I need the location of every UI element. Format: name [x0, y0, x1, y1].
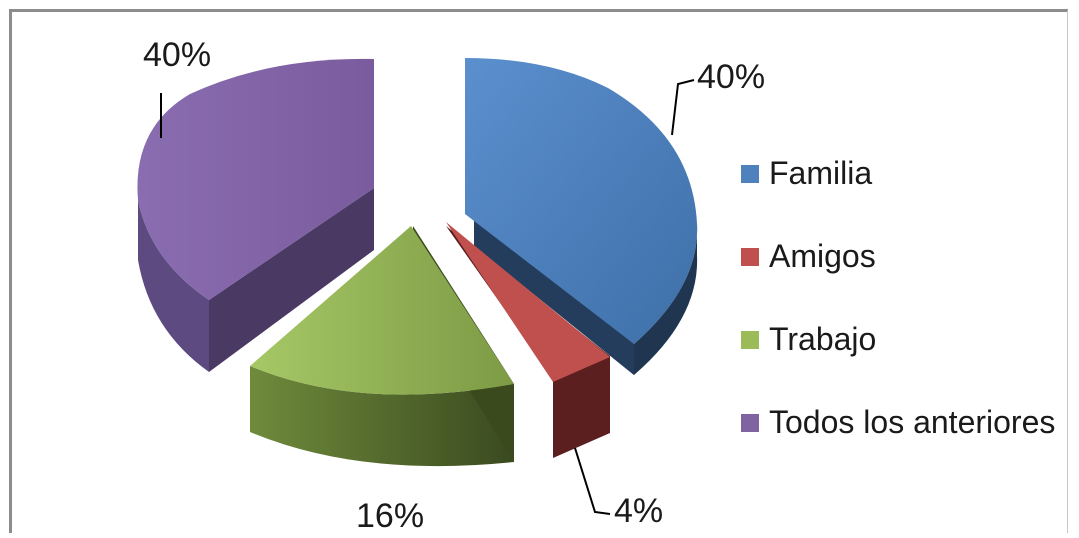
slice-todos	[137, 58, 374, 372]
legend: Familia Amigos Trabajo Todos los anterio…	[741, 132, 1055, 464]
leader-line-familia	[671, 79, 695, 136]
legend-item-todos: Todos los anteriores	[741, 381, 1055, 464]
legend-swatch-amigos	[741, 247, 759, 266]
slice-familia-inner	[474, 214, 634, 375]
slice-trabajo	[250, 226, 514, 467]
legend-label-amigos: Amigos	[769, 238, 876, 274]
data-label-todos: 40%	[143, 36, 211, 74]
legend-item-trabajo: Trabajo	[741, 298, 1055, 381]
slice-trabajo-side	[250, 366, 514, 467]
legend-swatch-trabajo	[741, 330, 759, 349]
slice-todos-top	[137, 58, 374, 301]
slice-todos-side	[138, 200, 209, 372]
data-label-amigos: 4%	[614, 492, 663, 530]
legend-item-familia: Familia	[741, 132, 1055, 215]
slice-todos-inner	[209, 188, 374, 372]
data-label-trabajo: 16%	[356, 497, 424, 535]
legend-label-familia: Familia	[769, 155, 873, 191]
slice-amigos	[446, 222, 610, 458]
legend-swatch-familia	[741, 164, 759, 183]
legend-label-todos: Todos los anteriores	[769, 404, 1056, 440]
slice-familia	[465, 58, 698, 375]
slice-trabajo-top	[250, 226, 514, 395]
slice-familia-top	[465, 58, 698, 344]
legend-swatch-todos	[741, 413, 759, 432]
data-label-familia: 40%	[697, 58, 765, 96]
leader-line-amigos	[574, 447, 611, 515]
legend-item-amigos: Amigos	[741, 215, 1055, 298]
legend-label-trabajo: Trabajo	[769, 321, 877, 357]
slice-amigos-top	[446, 222, 610, 382]
